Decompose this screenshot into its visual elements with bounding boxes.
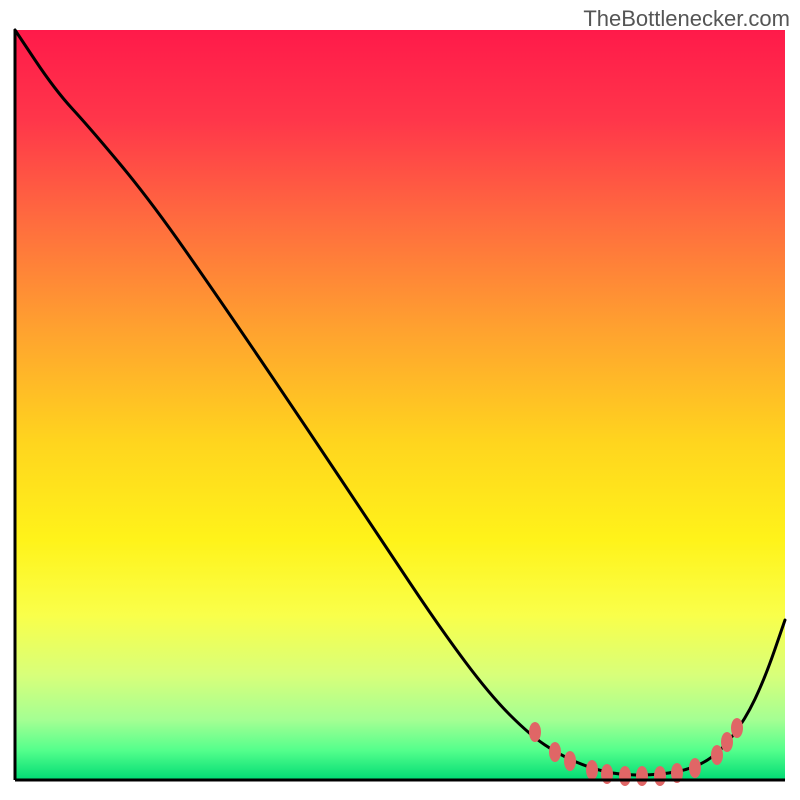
marker xyxy=(654,766,666,786)
marker xyxy=(619,766,631,786)
marker xyxy=(711,745,723,765)
marker xyxy=(636,766,648,786)
marker xyxy=(721,732,733,752)
marker xyxy=(529,722,541,742)
watermark-text: TheBottlenecker.com xyxy=(583,6,790,32)
marker xyxy=(689,758,701,778)
marker xyxy=(564,751,576,771)
marker xyxy=(731,718,743,738)
plot-background xyxy=(15,30,785,780)
bottleneck-chart: TheBottlenecker.com xyxy=(0,0,800,800)
marker xyxy=(549,742,561,762)
marker xyxy=(586,760,598,780)
chart-svg xyxy=(0,0,800,800)
